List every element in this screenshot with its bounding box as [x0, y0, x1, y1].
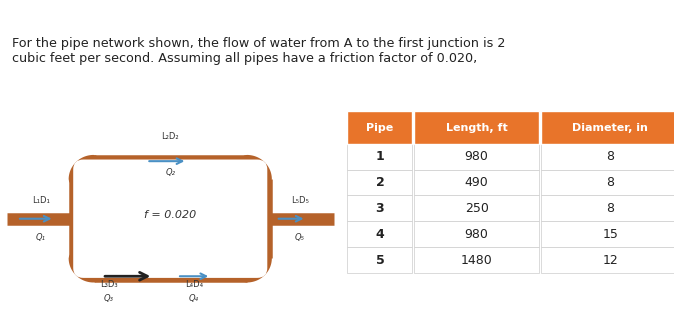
Text: L₅D₅: L₅D₅	[291, 196, 308, 205]
Text: Q₃: Q₃	[104, 294, 114, 303]
FancyBboxPatch shape	[347, 170, 412, 196]
FancyBboxPatch shape	[541, 144, 679, 170]
Text: 15: 15	[602, 228, 618, 241]
Text: 2: 2	[375, 176, 384, 189]
Text: Q₄: Q₄	[189, 294, 199, 303]
FancyBboxPatch shape	[347, 112, 412, 144]
Text: 490: 490	[464, 176, 488, 189]
Text: 250: 250	[464, 202, 488, 215]
FancyBboxPatch shape	[541, 170, 679, 196]
Text: 12: 12	[602, 254, 618, 267]
FancyBboxPatch shape	[541, 196, 679, 221]
FancyBboxPatch shape	[541, 247, 679, 273]
Text: 3: 3	[375, 202, 384, 215]
FancyBboxPatch shape	[414, 221, 539, 247]
FancyBboxPatch shape	[347, 247, 412, 273]
FancyBboxPatch shape	[414, 247, 539, 273]
Text: Length, ft: Length, ft	[446, 122, 507, 133]
Text: 8: 8	[606, 176, 614, 189]
Text: L₁D₁: L₁D₁	[32, 196, 50, 205]
Text: 1: 1	[375, 150, 384, 163]
Text: L₂D₂: L₂D₂	[161, 132, 179, 141]
Text: 8: 8	[606, 150, 614, 163]
FancyBboxPatch shape	[541, 112, 679, 144]
Text: Q₂: Q₂	[165, 168, 175, 177]
Text: 980: 980	[464, 228, 488, 241]
Text: 8: 8	[606, 202, 614, 215]
Text: Q₁: Q₁	[36, 233, 46, 241]
FancyBboxPatch shape	[347, 221, 412, 247]
Text: 4: 4	[375, 228, 384, 241]
FancyBboxPatch shape	[74, 160, 267, 278]
Text: f = 0.020: f = 0.020	[144, 211, 196, 220]
Text: Diameter, in: Diameter, in	[572, 122, 648, 133]
Text: L₃D₃: L₃D₃	[100, 279, 118, 289]
FancyBboxPatch shape	[347, 144, 412, 170]
FancyBboxPatch shape	[414, 112, 539, 144]
FancyBboxPatch shape	[414, 144, 539, 170]
Text: L₄D₄: L₄D₄	[185, 279, 203, 289]
Text: 1480: 1480	[461, 254, 492, 267]
Text: Pipe: Pipe	[366, 122, 394, 133]
Text: For the pipe network shown, the flow of water from A to the first junction is 2
: For the pipe network shown, the flow of …	[12, 37, 505, 64]
FancyBboxPatch shape	[414, 196, 539, 221]
FancyBboxPatch shape	[347, 196, 412, 221]
FancyBboxPatch shape	[541, 221, 679, 247]
Text: 5: 5	[375, 254, 384, 267]
Text: Q₅: Q₅	[295, 233, 304, 241]
FancyBboxPatch shape	[414, 170, 539, 196]
Text: 980: 980	[464, 150, 488, 163]
